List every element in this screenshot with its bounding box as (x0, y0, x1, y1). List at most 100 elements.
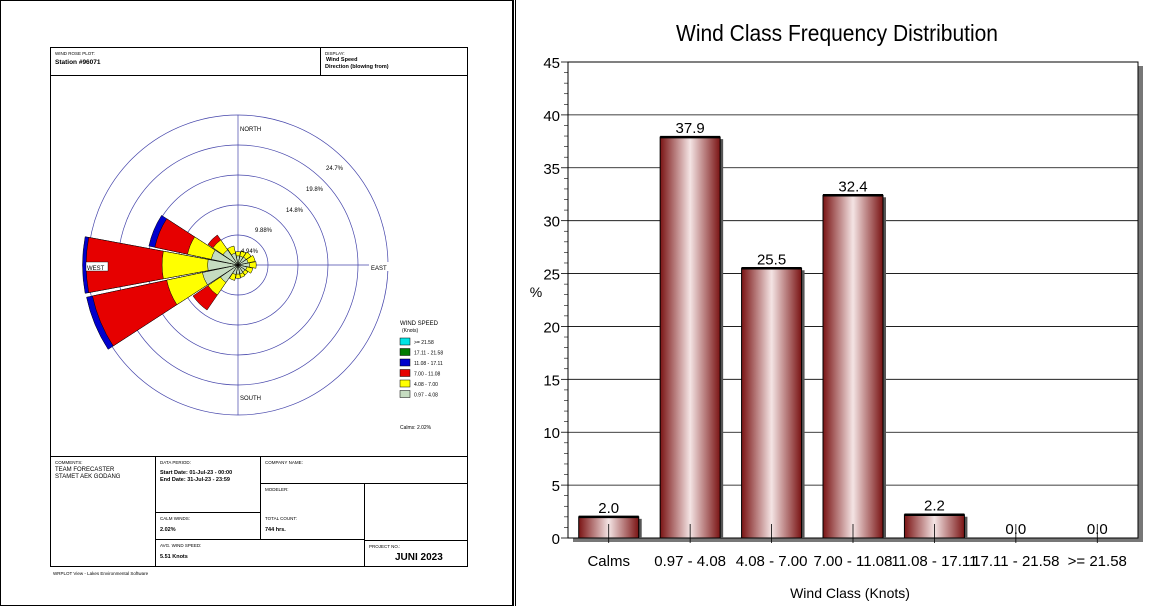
east-label: EAST (371, 266, 387, 272)
rose-petal-segment (222, 249, 239, 266)
y-tick-labels: 0 5 10 15 20 25 30 35 40 45 (543, 55, 560, 548)
software-credit: WRPLOT View - Lakes Environmental Softwa… (53, 571, 149, 576)
rose-ring-labels: 4.94% 9.88% 14.8% 19.8% 24.7% (241, 166, 344, 255)
total-count-value: 744 hrs. (265, 527, 286, 533)
display-line1: Wind Speed (326, 57, 358, 63)
rose-petal-segment (202, 264, 239, 286)
comments-cell: COMMENTS: TEAM FORECASTER STAMET AEK GOD… (51, 457, 156, 567)
legend-calms: Calms: 2.02% (400, 425, 432, 431)
period-label: DATA PERIOD: (160, 460, 191, 465)
y-tick-label: 25 (543, 267, 560, 284)
project-label: PROJECT NO.: (369, 544, 401, 549)
y-tick-label: 30 (543, 214, 560, 231)
legend-swatch (399, 379, 411, 388)
ring-label-5: 24.7% (326, 166, 344, 172)
rose-petal-segment (232, 264, 239, 275)
y-tick-label: 40 (543, 108, 560, 125)
modeler-cell: MODELER: (261, 484, 365, 540)
bar-value-label: 0.0 (1087, 521, 1108, 538)
frequency-chart-panel: Wind Class Frequency Distribution % Wind… (513, 0, 1154, 606)
south-label: SOUTH (240, 396, 261, 402)
info-table: COMMENTS: TEAM FORECASTER STAMET AEK GOD… (51, 456, 467, 567)
wind-speed-legend: WIND SPEED (Knots) >= 21.58 17.11 - 21.58… (399, 321, 443, 431)
x-tick-label: 7.00 - 11.08 (814, 553, 893, 570)
project-value: JUNI 2023 (395, 552, 443, 563)
x-tick-label: 0.97 - 4.08 (654, 553, 726, 570)
legend-swatch (399, 369, 411, 377)
comments-label: COMMENTS: (55, 460, 83, 465)
x-tick-label: 11.08 - 17.11 (891, 553, 977, 570)
legend-unit: (Knots) (402, 328, 418, 334)
chart-bars (578, 135, 1098, 543)
rose-petal-segment (220, 264, 239, 283)
x-tick-labels: Calms 0.97 - 4.08 4.08 - 7.00 7.00 - 11.081… (587, 553, 1126, 570)
bar-value-label: 25.5 (757, 251, 786, 268)
plot-label: WIND ROSE PLOT: (55, 51, 95, 56)
legend-title: WIND SPEED (400, 321, 439, 327)
station-name: Station #96071 (55, 59, 101, 66)
rose-petal-segment (210, 249, 239, 266)
calm-winds-value: 2.02% (160, 527, 176, 533)
bar-value-label: 0.0 (1005, 521, 1026, 538)
y-tick-label: 20 (543, 319, 560, 336)
ring-label-1: 4.94% (241, 249, 259, 255)
bar-value-label: 2.2 (924, 498, 945, 515)
plot-header: WIND ROSE PLOT: Station #96071 (51, 48, 321, 76)
company-cell: COMPANY NAME: (261, 457, 467, 484)
wind-rose-plot: 4.94% 9.88% 14.8% 19.8% 24.7% NORTH SOUT… (82, 114, 443, 431)
display-label: DISPLAY: (325, 51, 345, 56)
display-line2: Direction (blowing from) (325, 64, 389, 70)
legend-swatch (399, 358, 411, 367)
y-tick-label: 10 (543, 425, 560, 442)
calm-winds-cell: CALM WINDS: 2.02% (156, 513, 261, 540)
legend-swatch (399, 337, 411, 346)
x-tick-label: Calms (587, 553, 630, 570)
legend-label: >= 21.58 (414, 340, 434, 346)
compass-labels: NORTH SOUTH EAST WEST (85, 124, 391, 402)
modeler-label: MODELER: (265, 487, 289, 492)
ring-label-2: 9.88% (255, 228, 273, 234)
y-tick-label: 5 (552, 478, 560, 495)
bar-value-label: 32.4 (838, 178, 867, 195)
avg-speed-value: 5.51 Knots (160, 554, 188, 560)
avg-speed-cell: AVG. WIND SPEED: 5.51 Knots (156, 540, 365, 567)
rose-petals (82, 215, 257, 350)
x-tick-label: >= 21.58 (1068, 553, 1127, 570)
rose-petal-segment (237, 256, 247, 266)
chart-title: Wind Class Frequency Distribution (676, 20, 998, 46)
bar-value-label: 2.0 (598, 500, 619, 517)
frequency-chart: Wind Class Frequency Distribution % Wind… (530, 20, 1143, 601)
y-axis-label: % (530, 284, 542, 300)
wind-rose-sheet: WIND ROSE PLOT: Station #96071 DISPLAY: … (50, 47, 468, 567)
period-cell: DATA PERIOD: Start Date: 01-Jul-23 - 00:… (156, 457, 261, 513)
rose-petal-segment (207, 259, 239, 271)
y-tick-label: 0 (552, 531, 560, 548)
calm-winds-label: CALM WINDS: (160, 516, 191, 521)
total-count-cell: TOTAL COUNT: 744 hrs. (261, 513, 365, 540)
avg-speed-label: AVG. WIND SPEED: (160, 543, 202, 548)
ring-label-3: 14.8% (286, 208, 304, 214)
legend-label: 4.08 - 7.00 (414, 382, 438, 388)
rose-petal-segment (237, 259, 249, 266)
bar-value-labels: 2.0 37.9 25.5 32.4 2.2 0.0 0.0 (598, 120, 1107, 538)
display-header: DISPLAY: Wind Speed Direction (blowing f… (321, 48, 467, 76)
wind-rose-panel: WIND ROSE PLOT: Station #96071 DISPLAY: … (0, 0, 513, 606)
bar-value-label: 37.9 (676, 120, 705, 137)
bar (659, 136, 721, 539)
west-label: WEST (87, 266, 105, 272)
rose-petal-segment (231, 252, 239, 266)
x-axis-label: Wind Class (Knots) (790, 585, 910, 601)
y-tick-label: 35 (543, 161, 560, 178)
legend-label: 17.11 - 21.58 (414, 351, 443, 357)
x-tick-label: 4.08 - 7.00 (736, 553, 808, 570)
comments-line2: STAMET AEK GODANG (55, 474, 121, 480)
bar (741, 267, 803, 539)
end-date: End Date: 31-Jul-23 - 23:59 (160, 477, 230, 483)
comments-line1: TEAM FORECASTER (55, 467, 115, 473)
rose-petal-segment (237, 262, 250, 268)
start-date: Start Date: 01-Jul-23 - 00:00 (160, 470, 233, 476)
y-tick-label: 15 (543, 372, 560, 389)
x-tick-label: 17.11 - 21.58 (972, 553, 1059, 570)
north-label: NORTH (240, 127, 261, 133)
legend-label: 7.00 - 11.08 (414, 372, 441, 378)
